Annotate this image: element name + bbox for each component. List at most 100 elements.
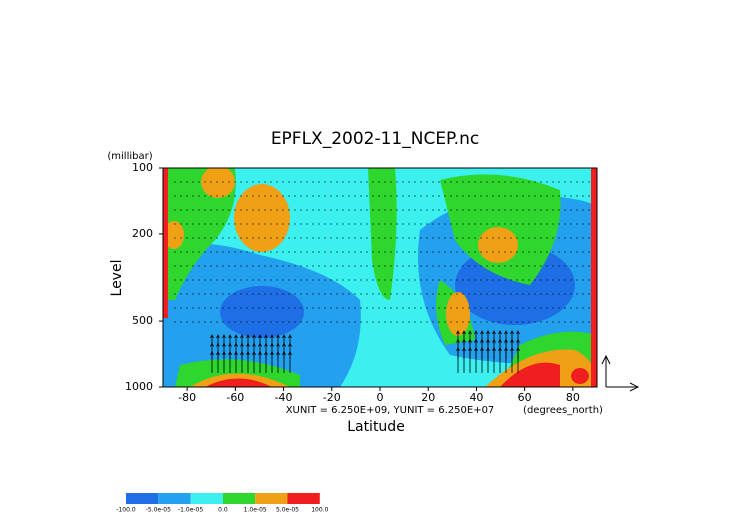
vector-dot xyxy=(570,293,572,295)
vector-dot xyxy=(288,223,290,225)
vector-dot xyxy=(552,265,554,267)
vector-dot xyxy=(390,209,392,211)
vector-dot xyxy=(420,265,422,267)
colorbar-label: 1.0e-05 xyxy=(244,507,267,514)
vector-dot xyxy=(192,279,194,281)
vector-dot xyxy=(378,293,380,295)
vector-dot xyxy=(552,307,554,309)
vector-dot xyxy=(516,321,518,323)
vector-dot xyxy=(546,251,548,253)
vector-dot xyxy=(342,321,344,323)
vector-dot xyxy=(510,265,512,267)
vector-dot xyxy=(186,321,188,323)
vector-dot xyxy=(462,279,464,281)
vector-dot xyxy=(216,279,218,281)
vector-arrow xyxy=(456,346,460,373)
vector-dot xyxy=(396,237,398,239)
colorbar-label: 100.0 xyxy=(311,507,328,514)
vector-dot xyxy=(408,209,410,211)
vector-arrow xyxy=(240,350,244,373)
vector-dot xyxy=(564,265,566,267)
vector-dot xyxy=(234,195,236,197)
vector-dot xyxy=(258,265,260,267)
vector-dot xyxy=(588,307,590,309)
vector-dot xyxy=(462,293,464,295)
vector-dot xyxy=(534,251,536,253)
vector-dot xyxy=(228,265,230,267)
vector-dot xyxy=(384,265,386,267)
vector-dot xyxy=(222,181,224,183)
vector-dot xyxy=(528,321,530,323)
vector-dot xyxy=(216,223,218,225)
vector-dot xyxy=(228,293,230,295)
vector-dot xyxy=(264,293,266,295)
vector-dot xyxy=(522,209,524,211)
contour-region xyxy=(500,362,560,387)
vector-dot xyxy=(414,265,416,267)
vector-dot xyxy=(468,209,470,211)
vector-dot xyxy=(204,307,206,309)
vector-dot xyxy=(234,237,236,239)
vector-dot xyxy=(492,321,494,323)
vector-dot xyxy=(498,293,500,295)
y-unit-label: (millibar) xyxy=(107,151,152,162)
vector-arrow xyxy=(474,346,478,373)
vector-dot xyxy=(204,181,206,183)
vector-dot xyxy=(444,251,446,253)
vector-dot xyxy=(396,181,398,183)
vector-dot xyxy=(306,251,308,253)
vector-arrow xyxy=(228,350,232,373)
vector-dot xyxy=(366,265,368,267)
vector-dot xyxy=(258,195,260,197)
vector-dot xyxy=(240,223,242,225)
vector-dot xyxy=(450,293,452,295)
x-tick-label: 80 xyxy=(566,391,580,404)
vector-dot xyxy=(174,251,176,253)
vector-dot xyxy=(516,265,518,267)
vector-dot xyxy=(456,307,458,309)
vector-dot xyxy=(180,293,182,295)
vector-dot xyxy=(222,223,224,225)
vector-dot xyxy=(246,223,248,225)
vector-dot xyxy=(444,195,446,197)
vector-dot xyxy=(354,321,356,323)
vector-dot xyxy=(378,279,380,281)
vector-dot xyxy=(192,307,194,309)
vector-dot xyxy=(180,307,182,309)
colorbar-label: -5.0e-05 xyxy=(146,507,171,514)
contour-region xyxy=(478,227,518,263)
vector-dot xyxy=(204,321,206,323)
vector-dot xyxy=(408,181,410,183)
vector-dot xyxy=(270,265,272,267)
vector-dot xyxy=(504,195,506,197)
vector-dot xyxy=(186,237,188,239)
vector-dot xyxy=(408,265,410,267)
vector-dot xyxy=(420,251,422,253)
vector-dot xyxy=(348,321,350,323)
vector-dot xyxy=(282,195,284,197)
vector-dot xyxy=(198,223,200,225)
vector-dot xyxy=(258,279,260,281)
y-tick-label: 200 xyxy=(132,227,153,240)
vector-dot xyxy=(378,307,380,309)
vector-dot xyxy=(438,223,440,225)
vector-dot xyxy=(240,237,242,239)
vector-dot xyxy=(426,279,428,281)
colorbar-box xyxy=(222,493,256,504)
vector-dot xyxy=(396,251,398,253)
vector-dot xyxy=(276,251,278,253)
vector-arrow xyxy=(504,346,508,373)
vector-dot xyxy=(312,293,314,295)
vector-dot xyxy=(522,181,524,183)
vector-dot xyxy=(558,279,560,281)
vector-dot xyxy=(486,223,488,225)
vector-dot xyxy=(348,251,350,253)
vector-dot xyxy=(468,293,470,295)
vector-dot xyxy=(408,223,410,225)
vector-dot xyxy=(234,265,236,267)
vector-dot xyxy=(294,251,296,253)
vector-dot xyxy=(510,321,512,323)
vector-arrow xyxy=(288,350,292,373)
vector-dot xyxy=(288,251,290,253)
vector-dot xyxy=(360,237,362,239)
